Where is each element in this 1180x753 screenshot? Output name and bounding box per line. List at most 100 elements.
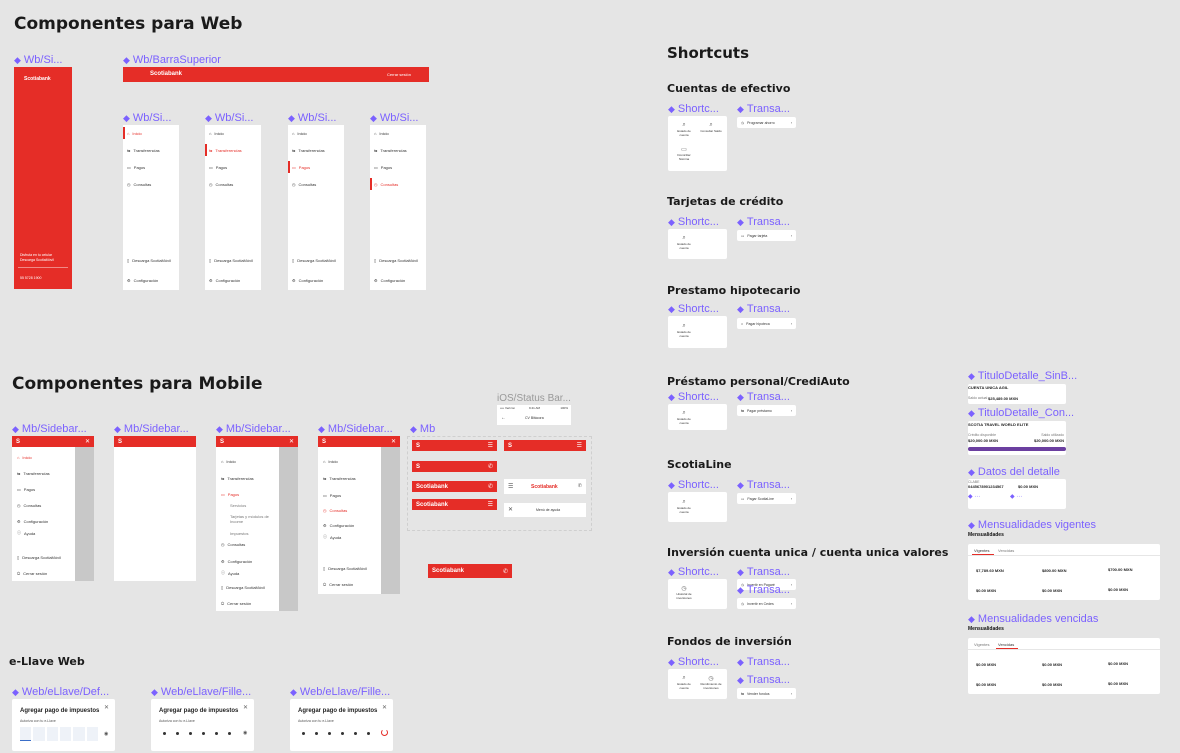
- shortcut-tile[interactable]: ⌕ Estado de cuenta: [677, 675, 691, 690]
- action-icon: ▭: [741, 233, 745, 238]
- sidebar-item-inicio[interactable]: ⌂ Inicio: [292, 131, 307, 136]
- transaction-card[interactable]: ⇆ Pagar préstamo ›: [737, 405, 796, 416]
- transaction-card[interactable]: ◷ Programar ahorro ›: [737, 117, 796, 128]
- component-label: ◆ Wb/Si...: [205, 112, 254, 124]
- menu-item-pagos[interactable]: ▭ Pagos: [221, 492, 240, 497]
- component-label: ◆ Transa...: [737, 584, 790, 596]
- component-label: ◆ Mb/Sidebar...: [12, 423, 87, 435]
- menu-item-pagos[interactable]: ▭ Pagos: [17, 487, 36, 492]
- submenu-item[interactable]: Servicios: [230, 503, 247, 508]
- sidebar-item-inicio[interactable]: ⌂ Inicio: [209, 131, 224, 136]
- submenu-item[interactable]: Impuestos: [230, 531, 249, 536]
- shortcut-tile[interactable]: ▭ Domiciliar Nómina: [677, 147, 691, 161]
- menu-item-configuracion[interactable]: ⚙ Configuración: [17, 519, 49, 524]
- transaction-card[interactable]: ⇆ Vender fondos ›: [737, 688, 796, 699]
- download-link[interactable]: ▯ Descarga ScotiaMóvil: [127, 258, 171, 263]
- download-link[interactable]: Descarga ScotiaMóvil: [20, 258, 54, 262]
- eye-icon[interactable]: ◉: [104, 731, 109, 737]
- menu-item-consultas[interactable]: ◷ Consultas: [221, 542, 246, 547]
- menu-item-inicio[interactable]: ⌂ Inicio: [323, 459, 338, 464]
- menu-item-ayuda[interactable]: ⓘ Ayuda: [323, 534, 342, 540]
- transaction-card[interactable]: ◷ Invertir en Pagaré ›: [737, 579, 796, 590]
- transaction-card[interactable]: ▭ Pagar tarjeta ›: [737, 230, 796, 241]
- config-link[interactable]: ⚙ Configuración: [127, 278, 159, 283]
- download-link[interactable]: ▯ Descarga ScotiaMóvil: [209, 258, 253, 263]
- sidebar-item-pagos[interactable]: ▭ Pagos: [292, 165, 311, 170]
- mb-header: S ✕: [216, 436, 298, 447]
- shortcut-tile[interactable]: ⌕ Consultar Saldo: [700, 122, 722, 133]
- shortcut-tile[interactable]: ⌕ Estado de cuenta: [677, 235, 691, 250]
- shortcut-tile[interactable]: ◷ Rendimiento de inversiones: [700, 676, 722, 690]
- phone-number[interactable]: 55 5728 1900: [20, 276, 42, 280]
- menu-item-configuracion[interactable]: ⚙ Configuración: [323, 523, 355, 528]
- shortcut-tile[interactable]: ⌕ Estado de cuenta: [677, 499, 691, 514]
- sidebar-item-inicio[interactable]: ⌂ Inicio: [127, 131, 142, 136]
- datos-del-detalle: CLABE 0445678901234567 $0.00 MXN ◆ ··· ◆…: [968, 479, 1066, 509]
- transaction-card[interactable]: ◷ Invertir en Cedes ›: [737, 598, 796, 609]
- shortcut-tile[interactable]: ◷ Historial de inversiones: [676, 586, 692, 600]
- config-link[interactable]: ⚙ Configuración: [292, 278, 324, 283]
- sidebar-item-transferencias[interactable]: ⇆ Transferencias: [292, 148, 325, 153]
- menu-item-consultas[interactable]: ◷ Consultas: [17, 503, 42, 508]
- component-label: ◆ Shortc...: [668, 216, 719, 228]
- close-icon[interactable]: ✕: [381, 705, 387, 711]
- sidebar-item-transferencias[interactable]: ⇆ Transferencias: [127, 148, 160, 153]
- sidebar-item-inicio[interactable]: ⌂ Inicio: [374, 131, 389, 136]
- sidebar-item-pagos[interactable]: ▭ Pagos: [127, 165, 146, 170]
- code-input[interactable]: [20, 727, 98, 741]
- menu-item-transferencias[interactable]: ⇆ Transferencias: [17, 471, 50, 476]
- sidebar-item-transferencias[interactable]: ⇆ Transferencias: [374, 148, 407, 153]
- card-title: Agregar pago de impuestos: [298, 708, 378, 714]
- shortcut-tile[interactable]: ⌕ Estado de cuenta: [677, 323, 691, 338]
- mb-sidebar-menu-expanded: ⌂ Inicio ⇆ Transferencias ▭ Pagos Servic…: [216, 447, 279, 611]
- menu-item-transferencias[interactable]: ⇆ Transferencias: [221, 476, 254, 481]
- sidebar-item-pagos[interactable]: ▭ Pagos: [374, 165, 393, 170]
- logout-button[interactable]: Cerrar sesión: [386, 72, 411, 77]
- transaction-card[interactable]: ▭ Pagar ScotiaLine ›: [737, 493, 796, 504]
- menu-icon[interactable]: ☰: [508, 484, 514, 490]
- download-link[interactable]: ▯ Descarga ScotiaMóvil: [374, 258, 418, 263]
- menu-item-download[interactable]: ▯ Descarga ScotiaMóvil: [17, 555, 61, 560]
- back-arrow-icon[interactable]: ←: [501, 415, 506, 421]
- menu-item-logout[interactable]: ⏻ Cerrar sesión: [221, 601, 252, 606]
- sidebar-item-consultas[interactable]: ◷ Consultas: [374, 182, 399, 187]
- menu-item-ayuda[interactable]: ⓘ Ayuda: [221, 570, 240, 576]
- menu-item-inicio[interactable]: ⌂ Inicio: [17, 455, 32, 460]
- sidebar-item-transferencias[interactable]: ⇆ Transferencias: [209, 148, 242, 153]
- transaction-card[interactable]: ⌂ Pagar hipoteca ›: [737, 318, 796, 329]
- sidebar-item-consultas[interactable]: ◷ Consultas: [127, 182, 152, 187]
- eye-icon[interactable]: ◉: [243, 730, 248, 736]
- menu-item-logout[interactable]: ⏻ Cerrar sesión: [323, 582, 354, 587]
- sidebar-item-pagos[interactable]: ▭ Pagos: [209, 165, 228, 170]
- tab-vencidas[interactable]: Vencidas: [998, 642, 1015, 647]
- submenu-item[interactable]: Tarjetas y módulos de Income: [230, 514, 269, 524]
- close-icon[interactable]: ✕: [103, 705, 109, 711]
- sidebar-item-consultas[interactable]: ◷ Consultas: [292, 182, 317, 187]
- shortcut-tile[interactable]: ⌕ Estado de cuenta: [677, 410, 691, 425]
- chevron-right-icon: ›: [790, 233, 792, 238]
- menu-item-configuracion[interactable]: ⚙ Configuración: [221, 559, 253, 564]
- mensualidades-title: Mensualidades: [968, 532, 1004, 538]
- web-sidebar-pagos: ⌂ Inicio ⇆ Transferencias ▭ Pagos ◷ Cons…: [288, 125, 344, 290]
- close-icon[interactable]: ✕: [242, 705, 248, 711]
- config-link[interactable]: ⚙ Configuración: [374, 278, 406, 283]
- menu-item-consultas[interactable]: ◷ Consultas: [323, 508, 348, 513]
- menu-item-transferencias[interactable]: ⇆ Transferencias: [323, 476, 356, 481]
- tab-vigentes[interactable]: Vigentes: [974, 548, 990, 553]
- menu-item-inicio[interactable]: ⌂ Inicio: [221, 459, 236, 464]
- menu-item-download[interactable]: ▯ Descarga ScotiaMóvil: [323, 566, 367, 571]
- config-link[interactable]: ⚙ Configuración: [209, 278, 241, 283]
- sidebar-item-consultas[interactable]: ◷ Consultas: [209, 182, 234, 187]
- phone-icon[interactable]: ✆: [577, 483, 582, 489]
- menu-item-logout[interactable]: ⏻ Cerrar sesión: [17, 571, 48, 576]
- tab-vencidas[interactable]: Vencidas: [998, 548, 1015, 553]
- menu-item-ayuda[interactable]: ⓘ Ayuda: [17, 530, 36, 536]
- amount-value: $0.00 MXN: [976, 588, 997, 593]
- shortcut-card: ⌕ Estado de cuenta ⌕ Consultar Saldo ▭ Domi…: [668, 116, 727, 171]
- menu-item-pagos[interactable]: ▭ Pagos: [323, 493, 342, 498]
- close-icon[interactable]: ✕: [508, 507, 514, 513]
- tab-vigentes[interactable]: Vigentes: [974, 642, 990, 647]
- menu-item-download[interactable]: ▯ Descarga ScotiaMóvil: [221, 585, 265, 590]
- download-link[interactable]: ▯ Descarga ScotiaMóvil: [292, 258, 336, 263]
- shortcut-tile[interactable]: ⌕ Estado de cuenta: [677, 122, 691, 137]
